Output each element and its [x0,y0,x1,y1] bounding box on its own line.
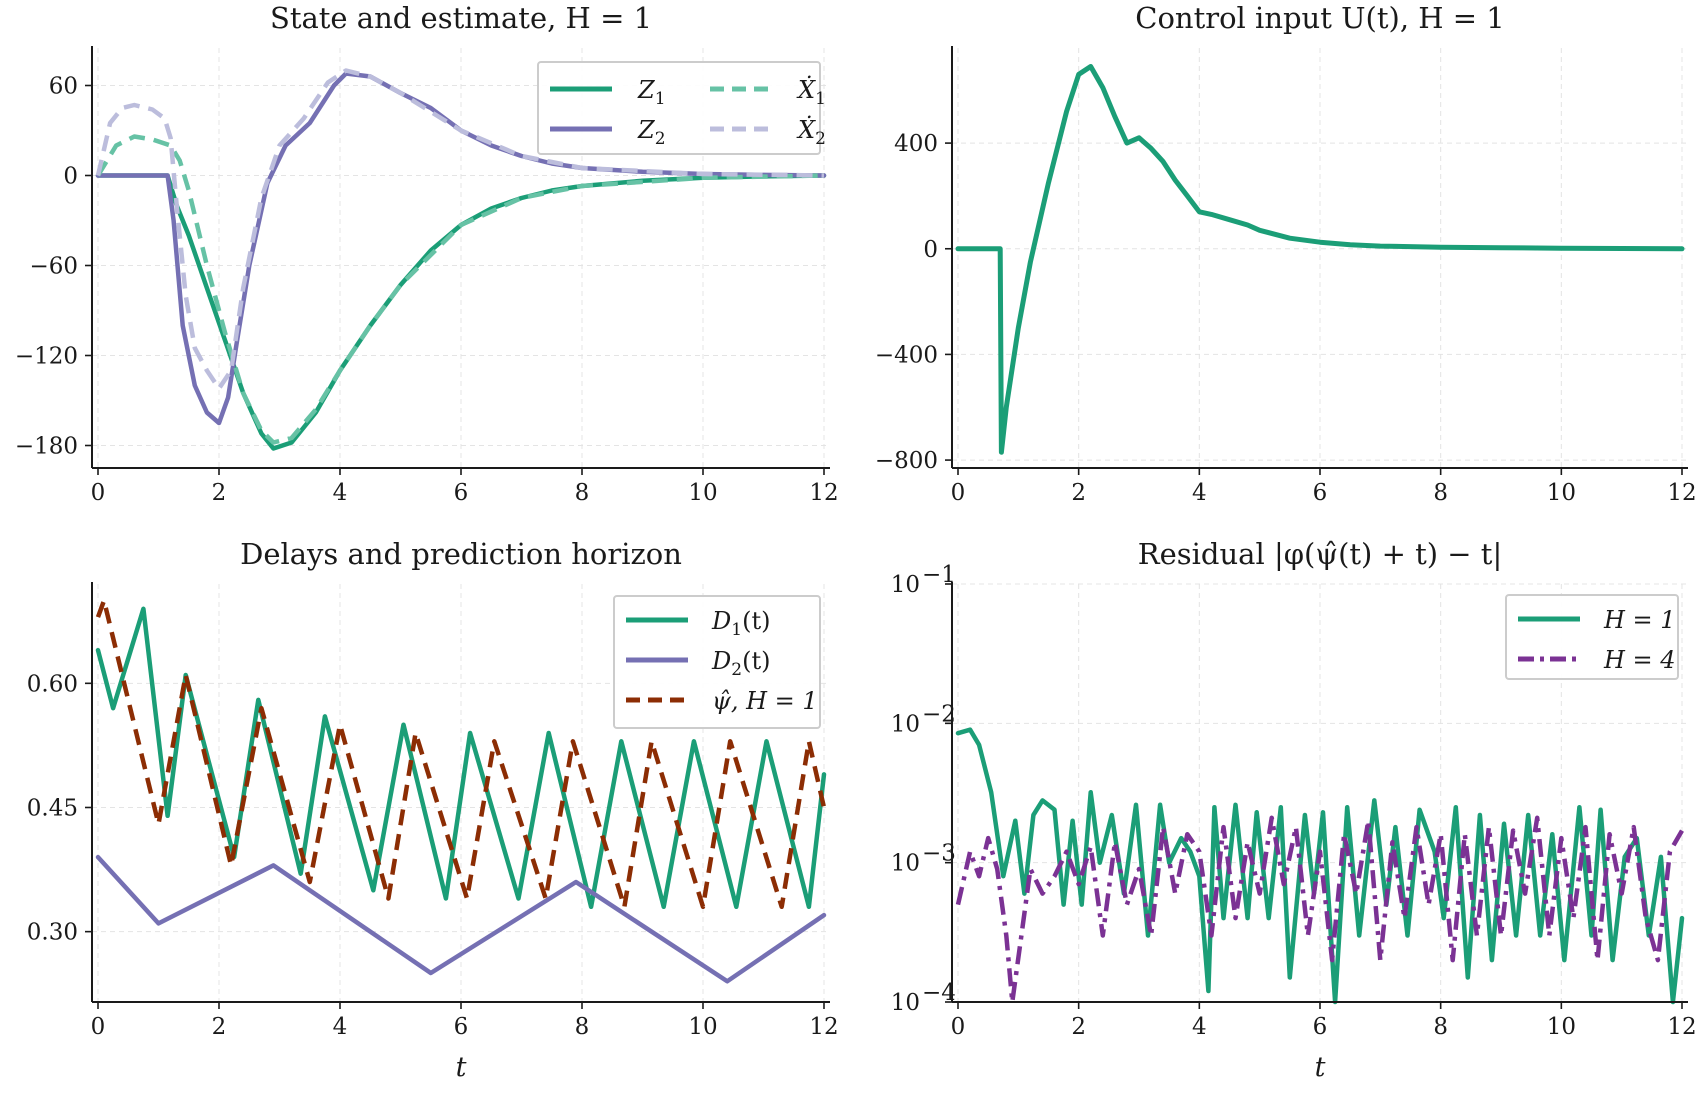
x-tick-label: 0 [91,1014,106,1040]
chart-title: Delays and prediction horizon [240,537,682,571]
x-tick-label: 2 [212,1014,227,1040]
panel-delays-horizon: 0 2 4 6 8 10 12 0.60 0.45 0.30 Delays and predicti… [27,537,839,1083]
x-tick-label: 4 [333,1014,348,1040]
y-tick-label: 10 [891,851,920,877]
legend: D1(t)D2(t)ψ̂, H = 1 [613,595,821,729]
x-tick-label: 12 [809,480,838,506]
legend: H = 1 H = 4 [1505,594,1679,680]
series-line-2 [95,598,827,910]
series-line-3 [95,68,825,391]
y-tick-label: −400 [875,342,938,368]
series-line-0 [955,727,1685,1005]
series-line-1 [95,854,827,984]
x-tick-label: 12 [1667,1014,1696,1040]
x-tick-label: 10 [688,1014,717,1040]
y-tick-label: 60 [49,74,78,100]
x-tick-label: 8 [575,480,590,506]
x-tick-label: 6 [1313,480,1328,506]
legend-box [1505,594,1679,680]
x-tick-label: 2 [1071,480,1086,506]
y-tick-exponent: −4 [922,980,956,1006]
y-tick-label: 10 [891,990,920,1016]
x-tick-label: 0 [91,480,106,506]
x-tick-label: 10 [1547,1014,1576,1040]
x-tick-label: 0 [951,1014,966,1040]
series-line-0 [95,606,827,910]
x-tick-label: 2 [1071,1014,1086,1040]
x-axis-label: t [456,1052,467,1083]
legend-label: ψ̂, H = 1 [712,687,818,715]
y-tick-label: 0 [923,237,938,263]
y-tick-label: 0 [63,164,78,190]
x-tick-label: 12 [809,1014,838,1040]
x-tick-label: 4 [333,480,348,506]
y-tick-label: −800 [875,448,938,474]
x-tick-label: 10 [1547,480,1576,506]
legend-label: H = 1 [1603,606,1676,634]
x-tick-label: 6 [454,1014,469,1040]
x-tick-label: 2 [212,480,227,506]
y-tick-label: 400 [894,131,938,157]
chart-title: State and estimate, H = 1 [270,1,652,35]
chart-title: Residual |φ(ψ̂(t) + t) − t| [1138,537,1502,571]
y-tick-label: 0.60 [27,671,78,697]
series-line-2 [96,134,825,445]
y-tick-exponent: −3 [922,841,956,867]
y-tick-label: 10 [891,572,920,598]
legend-label: D1(t) [711,607,770,640]
legend-label: H = 4 [1603,646,1676,674]
y-tick-exponent: −1 [922,562,956,588]
series-line-1 [955,815,1684,1005]
x-tick-label: 6 [454,480,469,506]
y-tick-exponent: −2 [922,701,956,727]
x-tick-label: 12 [1667,480,1696,506]
y-tick-label: 0.45 [27,795,78,821]
legend-label: Ẋ1 [796,75,826,109]
x-tick-label: 8 [1433,1014,1448,1040]
panel-control-input: 0 2 4 6 8 10 12 400 0 −400 −800 Control input U(t),… [875,1,1697,506]
series-line-0 [955,64,1685,455]
x-tick-label: 10 [688,480,717,506]
chart-title: Control input U(t), H = 1 [1135,1,1505,35]
x-tick-label: 0 [951,480,966,506]
y-tick-label: −120 [15,344,78,370]
x-tick-label: 8 [1433,480,1448,506]
y-tick-label: −60 [29,254,78,280]
legend-box [537,61,821,155]
x-tick-label: 4 [1192,480,1207,506]
y-tick-label: 0.30 [27,920,78,946]
legend-label: Ẋ2 [796,115,826,149]
y-tick-label: 10 [891,711,920,737]
y-tick-label: −180 [15,434,78,460]
x-axis-label: t [1315,1052,1326,1083]
x-tick-label: 6 [1313,1014,1328,1040]
panel-state-estimate: 0 2 4 6 8 10 12 60 0 −60 −120 −180 State and estimat… [15,1,839,506]
x-tick-label: 8 [575,1014,590,1040]
x-tick-label: 4 [1192,1014,1207,1040]
legend-box [613,595,821,729]
